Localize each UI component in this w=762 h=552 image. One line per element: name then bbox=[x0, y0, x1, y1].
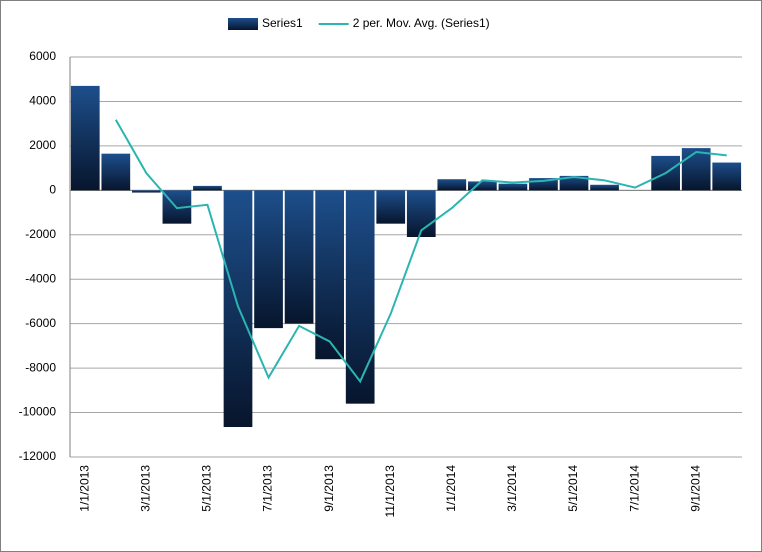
y-tick-label: 0 bbox=[49, 183, 56, 197]
bar bbox=[284, 190, 314, 324]
y-tick-label: -6000 bbox=[25, 316, 56, 330]
bar bbox=[712, 162, 742, 191]
bar bbox=[315, 190, 344, 360]
bar bbox=[193, 185, 222, 191]
x-tick-label: 1/1/2013 bbox=[77, 465, 91, 512]
bar bbox=[101, 153, 131, 191]
y-tick-label: -2000 bbox=[25, 227, 56, 241]
line bbox=[114, 119, 727, 384]
x-tick-label: 7/1/2014 bbox=[627, 465, 641, 512]
y-tick-label: 2000 bbox=[29, 138, 56, 152]
x-tick-label: 11/1/2013 bbox=[383, 465, 397, 518]
x-tick-label: 5/1/2014 bbox=[566, 465, 580, 512]
bar bbox=[468, 181, 497, 191]
legend-swatch bbox=[228, 18, 258, 30]
x-tick-label: 7/1/2013 bbox=[261, 465, 275, 512]
x-tick-label: 9/1/2014 bbox=[688, 465, 702, 512]
legend-label: 2 per. Mov. Avg. (Series1) bbox=[353, 16, 490, 30]
x-tick-label: 1/1/2014 bbox=[444, 465, 458, 512]
bar bbox=[345, 190, 375, 404]
bar bbox=[437, 179, 467, 191]
x-tick-label: 3/1/2013 bbox=[139, 465, 153, 512]
bar bbox=[681, 148, 711, 191]
x-tick-label: 5/1/2013 bbox=[200, 465, 214, 512]
y-tick-label: -4000 bbox=[25, 271, 56, 285]
y-tick-label: 6000 bbox=[29, 49, 56, 63]
x-tick-label: 9/1/2013 bbox=[322, 465, 336, 512]
x-tick-label: 3/1/2014 bbox=[505, 465, 519, 512]
y-tick-label: 4000 bbox=[29, 94, 56, 108]
bar bbox=[132, 190, 161, 193]
y-tick-label: -8000 bbox=[25, 360, 56, 374]
legend-label: Series1 bbox=[262, 16, 303, 30]
bar bbox=[70, 85, 100, 191]
y-tick-label: -12000 bbox=[19, 449, 57, 463]
bar bbox=[559, 175, 589, 191]
bar bbox=[376, 190, 406, 224]
bar bbox=[254, 190, 283, 329]
bar bbox=[498, 183, 528, 191]
bar bbox=[590, 184, 619, 191]
y-tick-label: -10000 bbox=[19, 405, 57, 419]
